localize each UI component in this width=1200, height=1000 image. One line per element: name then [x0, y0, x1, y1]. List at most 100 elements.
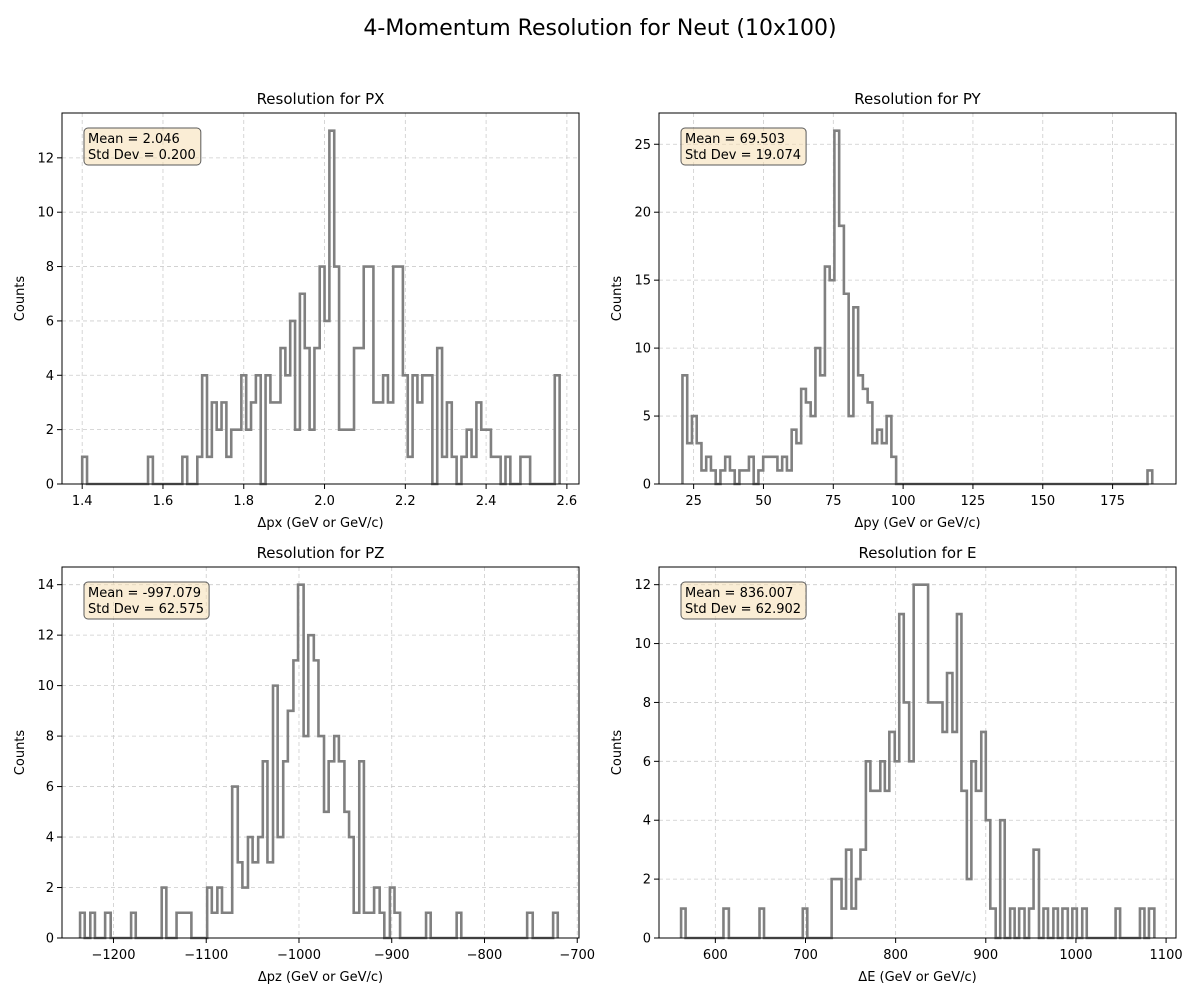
histogram-bin	[846, 850, 851, 938]
histogram-bin	[263, 761, 268, 938]
histogram-bin	[801, 389, 806, 484]
histogram-bin	[222, 913, 228, 938]
histogram-bin	[228, 913, 233, 938]
histogram-bin	[877, 430, 882, 484]
histogram-bin	[80, 913, 85, 938]
histogram-bin	[232, 787, 238, 938]
y-tick-label: 0	[46, 478, 54, 493]
histogram-bin	[380, 913, 385, 938]
histogram-bin	[452, 457, 457, 484]
histogram-bin	[266, 375, 271, 484]
x-tick-label: −800	[467, 948, 503, 963]
y-tick-label: 2	[643, 873, 651, 888]
histogram-bin	[417, 402, 422, 484]
histogram-bin	[839, 226, 844, 484]
histogram-bin	[520, 457, 530, 484]
histogram-bin	[899, 614, 904, 938]
x-axis-label: Δpz (GeV or GeV/c)	[258, 970, 383, 985]
histogram-bin	[1034, 850, 1039, 938]
histogram-bin	[314, 348, 319, 484]
histogram-bin	[758, 470, 763, 484]
histogram-bin	[825, 267, 830, 484]
histogram-bin	[491, 457, 501, 484]
histogram-bin	[324, 812, 329, 938]
histogram-bin	[692, 416, 697, 484]
histogram-bin	[334, 736, 339, 938]
histogram-bin	[1149, 909, 1154, 938]
histogram-bin	[197, 457, 202, 484]
histogram-bin	[868, 402, 873, 484]
y-tick-label: 6	[46, 314, 54, 329]
histogram-bin	[283, 761, 288, 938]
histogram-bin	[329, 131, 334, 484]
x-tick-label: 1.4	[72, 494, 93, 509]
histogram-bin	[967, 879, 972, 938]
y-axis: 0 2 4 6 8 10 12	[37, 151, 62, 493]
stats-std: Std Dev = 0.200	[88, 148, 196, 163]
histogram-bin	[290, 321, 295, 484]
x-axis-label: ΔE (GeV or GeV/c)	[858, 970, 976, 985]
histogram-bin	[782, 457, 787, 484]
x-axis: −1200 −1100 −1000 −900 −800 −700	[91, 938, 595, 963]
x-tick-label: 50	[755, 494, 772, 509]
histogram-bin	[162, 888, 167, 938]
histogram-bin	[796, 443, 801, 484]
panel-pz: −1200 −1100 −1000 −900 −800 −700 0 2 4 6 8 10 12 14 Re…	[13, 544, 595, 985]
histogram-bin	[961, 791, 966, 938]
y-axis-label: Counts	[13, 730, 28, 776]
x-axis: 1.4 1.6 1.8 2.0 2.2 2.4 2.6	[72, 484, 577, 509]
y-tick-label: 12	[37, 151, 54, 166]
histogram-bin	[904, 702, 909, 938]
histogram-bin	[760, 909, 765, 938]
histogram-bin	[885, 791, 890, 938]
histogram-bin	[1082, 909, 1087, 938]
stats-mean: Mean = -997.079	[88, 586, 201, 601]
x-tick-label: −1100	[184, 948, 228, 963]
histogram-bin	[354, 913, 360, 938]
histogram-outline	[80, 129, 561, 486]
histogram-bin	[928, 702, 942, 938]
histogram-bin	[872, 443, 877, 484]
histogram-bin	[744, 470, 749, 484]
histogram-bin	[505, 457, 510, 484]
stats-std: Std Dev = 62.902	[685, 602, 801, 617]
histogram-bin	[749, 457, 754, 484]
x-tick-label: −1000	[277, 948, 321, 963]
histogram-bin	[329, 761, 335, 938]
y-axis: 0 5 10 15 20 25	[634, 138, 659, 493]
histogram-bin	[270, 402, 280, 484]
y-tick-label: 0	[643, 932, 651, 947]
histogram-bin	[403, 375, 408, 484]
histogram-bin	[457, 913, 462, 938]
histogram-bin	[288, 711, 294, 938]
x-tick-label: 100	[891, 494, 916, 509]
histogram-bin	[82, 457, 87, 484]
x-tick-label: 125	[961, 494, 986, 509]
histogram-bin	[426, 913, 431, 938]
panel-title-e: Resolution for E	[858, 544, 976, 562]
y-axis: 0 2 4 6 8 10 12	[634, 578, 659, 947]
histogram-bin	[300, 294, 305, 484]
y-tick-label: 2	[46, 423, 54, 438]
histogram-bin	[1140, 909, 1145, 938]
histogram-bin	[374, 888, 380, 938]
histogram-bin	[308, 635, 314, 938]
x-tick-label: 25	[685, 494, 702, 509]
histogram-bin	[344, 430, 354, 484]
panel-title-pz: Resolution for PZ	[257, 544, 385, 562]
y-tick-label: 15	[634, 274, 651, 289]
x-axis-label: Δpy (GeV or GeV/c)	[854, 516, 980, 531]
x-tick-label: 700	[793, 948, 818, 963]
axes-frame	[61, 566, 580, 939]
histogram-bin	[1010, 909, 1015, 938]
histogram-bin	[207, 457, 212, 484]
histogram-bin	[947, 673, 952, 938]
histogram-bin	[212, 402, 217, 484]
x-tick-label: −700	[559, 948, 595, 963]
y-tick-label: 6	[643, 755, 651, 770]
histogram-bin	[971, 761, 976, 938]
histogram-bin	[830, 280, 835, 484]
